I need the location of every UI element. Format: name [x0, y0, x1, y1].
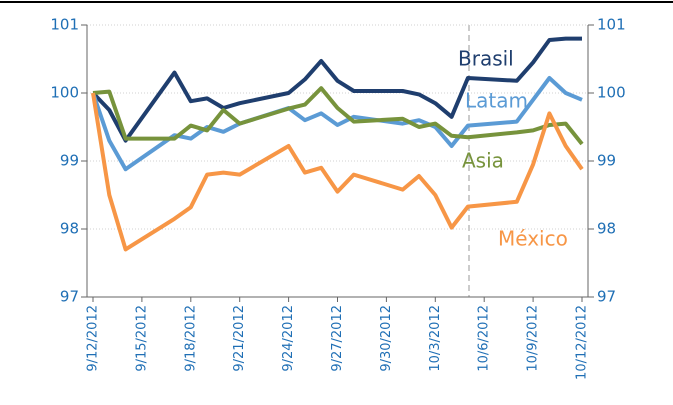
x-tick-label: 9/27/2012 — [330, 305, 345, 372]
series-label: Asia — [462, 149, 504, 173]
x-tick-label: 9/12/2012 — [86, 305, 101, 372]
x-tick-label: 9/18/2012 — [183, 305, 198, 372]
y2-tick-label: 98 — [597, 220, 616, 238]
y2-tick-label: 100 — [597, 84, 626, 102]
series-line — [92, 86, 584, 146]
x-tick-label: 9/21/2012 — [232, 305, 247, 372]
series-line — [91, 36, 582, 143]
series-label: Latam — [465, 89, 528, 113]
x-tick-label: 9/15/2012 — [134, 305, 149, 372]
x-tick-label: 10/12/2012 — [575, 305, 590, 380]
y-tick-label: 99 — [60, 152, 79, 170]
y-tick-label: 97 — [60, 288, 79, 306]
series-label: México — [498, 227, 568, 251]
x-tick-label: 10/6/2012 — [477, 305, 492, 372]
x-tick-label: 10/9/2012 — [526, 305, 541, 372]
series-line — [91, 76, 583, 172]
x-tick-label: 9/24/2012 — [281, 305, 296, 372]
y-tick-label: 101 — [50, 16, 79, 34]
y-tick-label: 100 — [50, 84, 79, 102]
y2-tick-label: 97 — [597, 288, 616, 306]
y2-tick-label: 101 — [597, 16, 626, 34]
series-line — [91, 92, 584, 252]
x-tick-label: 10/3/2012 — [428, 305, 443, 372]
x-tick-label: 9/30/2012 — [379, 305, 394, 372]
y2-tick-label: 99 — [597, 152, 616, 170]
y-tick-label: 98 — [60, 220, 79, 238]
series-label: Brasil — [458, 47, 514, 71]
